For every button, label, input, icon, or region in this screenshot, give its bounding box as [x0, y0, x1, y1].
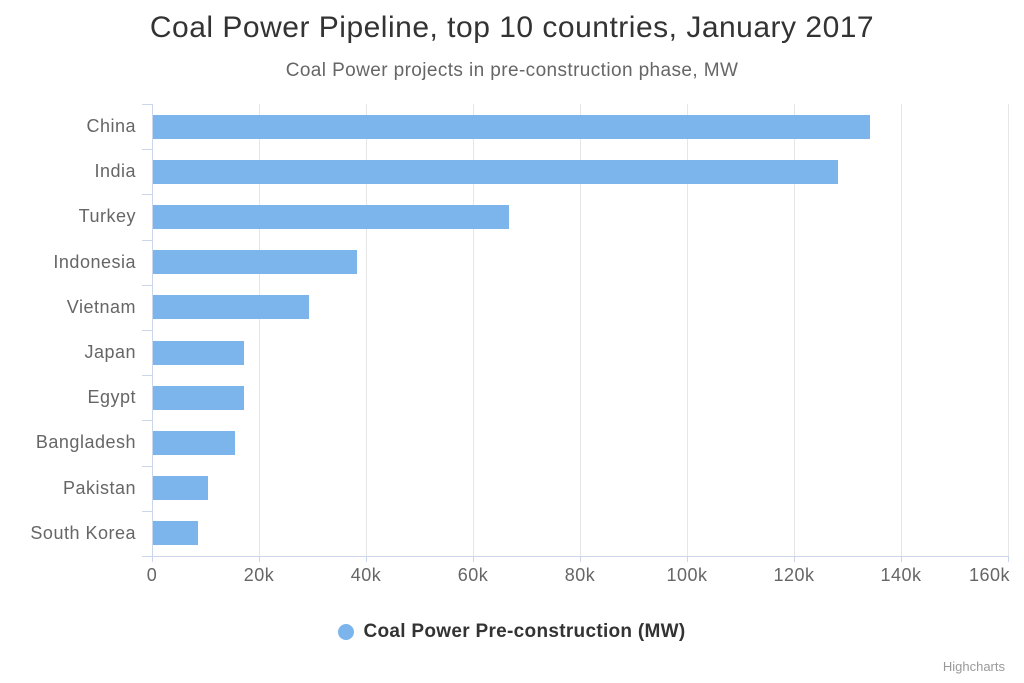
legend-item[interactable]: Coal Power Pre-construction (MW) [0, 621, 1024, 643]
gridline [1008, 104, 1009, 556]
category-axis-tick [142, 284, 152, 286]
bar-vietnam[interactable] [153, 295, 310, 320]
value-axis-label: 80k [564, 565, 596, 585]
plot-area [152, 104, 1009, 556]
value-axis-label: 40k [350, 565, 382, 585]
value-axis-tick [152, 556, 153, 562]
gridline [473, 104, 474, 556]
category-axis-tick [142, 194, 152, 196]
value-axis-label: 140k [880, 565, 922, 585]
value-axis-tick [473, 556, 474, 562]
category-label-south-korea: South Korea [30, 522, 136, 543]
category-axis-tick [142, 375, 152, 377]
value-axis-label: 160k [968, 565, 1010, 585]
bar-bangladesh[interactable] [153, 431, 236, 455]
category-label-vietnam: Vietnam [66, 296, 136, 317]
bar-egypt[interactable] [153, 385, 244, 410]
gridline [901, 104, 902, 556]
bar-turkey[interactable] [153, 205, 509, 229]
category-axis-tick [142, 420, 152, 422]
gridline [259, 104, 260, 556]
value-axis-label: 60k [457, 565, 489, 585]
bar-japan[interactable] [153, 340, 245, 365]
category-label-indonesia: Indonesia [53, 251, 136, 272]
category-axis-tick [142, 104, 152, 105]
category-label-bangladesh: Bangladesh [35, 432, 136, 453]
category-axis-tick [142, 465, 152, 467]
category-axis-tick [142, 149, 152, 151]
category-label-japan: Japan [84, 342, 136, 362]
value-axis-label: 100k [666, 565, 708, 585]
chart-subtitle: Coal Power projects in pre-construction … [285, 60, 739, 81]
gridline [687, 104, 688, 556]
gridline [580, 104, 581, 556]
category-label-india: India [94, 161, 136, 182]
value-axis-tick [687, 556, 688, 562]
value-axis-label: 20k [243, 565, 275, 585]
legend-marker-icon [338, 624, 355, 640]
category-axis-tick [142, 556, 152, 557]
value-axis-tick [1008, 556, 1009, 562]
value-axis-tick [580, 556, 581, 562]
bar-pakistan[interactable] [153, 476, 209, 501]
category-axis-tick [142, 510, 152, 512]
bar-south-korea[interactable] [153, 521, 198, 546]
value-axis-tick [259, 556, 260, 562]
value-axis-label: 120k [773, 565, 815, 585]
category-label-china: China [86, 116, 136, 136]
legend-series-label: Coal Power Pre-construction (MW) [363, 621, 686, 642]
category-label-turkey: Turkey [78, 206, 136, 227]
value-axis-label: 0 [146, 565, 158, 585]
category-axis-tick [142, 330, 152, 331]
highcharts-credits-link[interactable]: Highcharts [942, 659, 1005, 674]
value-axis-tick [794, 556, 795, 562]
category-label-egypt: Egypt [87, 387, 136, 408]
category-axis-tick [142, 239, 152, 241]
category-label-pakistan: Pakistan [62, 477, 136, 498]
chart-title: Coal Power Pipeline, top 10 countries, J… [149, 11, 875, 44]
category-axis-line [152, 104, 153, 556]
bar-india[interactable] [153, 159, 838, 184]
value-axis-tick [366, 556, 367, 562]
gridline [366, 104, 367, 556]
bar-china[interactable] [153, 114, 870, 139]
bar-indonesia[interactable] [153, 250, 358, 275]
value-axis-tick [901, 556, 902, 562]
gridline [794, 104, 795, 556]
